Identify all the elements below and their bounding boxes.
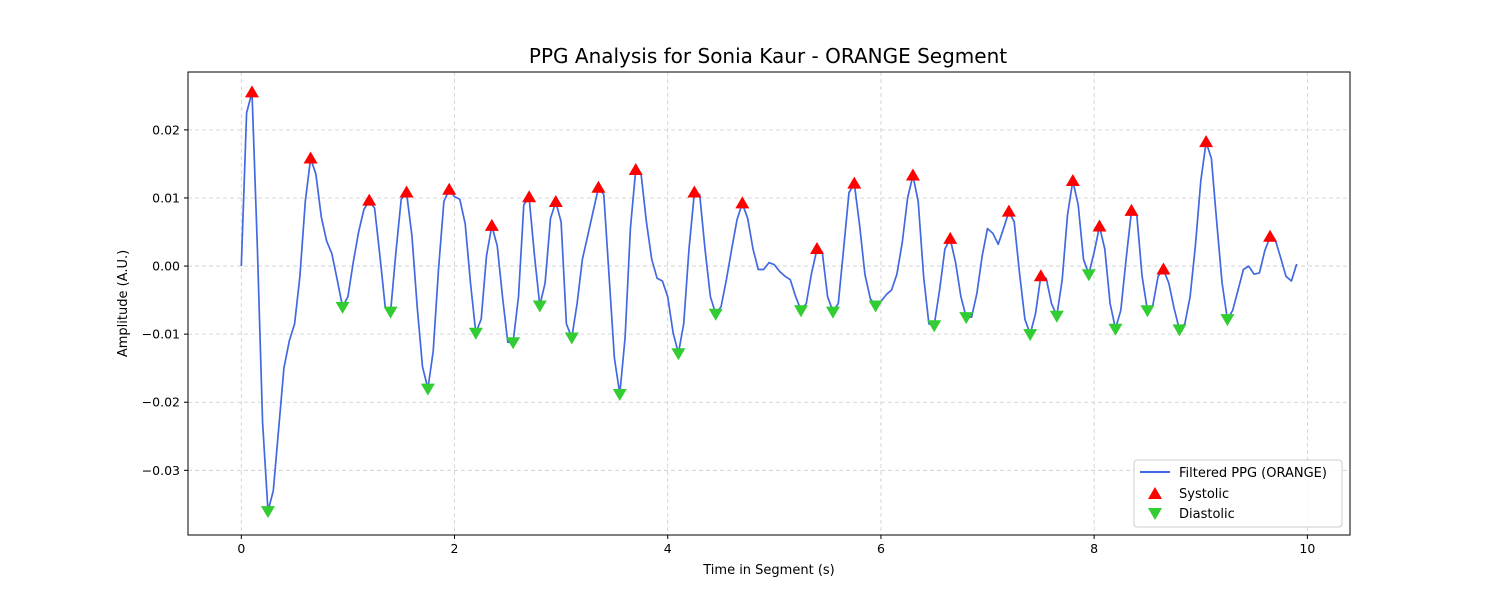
y-tick-label: 0.02	[152, 122, 180, 137]
systolic-marker-swatch	[1148, 487, 1162, 499]
systolic-marker	[628, 163, 643, 176]
systolic-marker	[1199, 135, 1214, 148]
x-tick-label: 10	[1299, 541, 1315, 556]
systolic-marker	[1156, 262, 1171, 275]
axes-ticks: 0 2 4 6 8 10 −0.03 −0.02 −0.01 0.00 0.01 0.02	[142, 122, 1316, 556]
diastolic-marker	[260, 506, 275, 519]
legend: Filtered PPG (ORANGE) Systolic Diastolic	[1133, 459, 1343, 528]
systolic-marker	[522, 190, 537, 203]
diastolic-marker	[612, 389, 627, 402]
systolic-marker	[687, 185, 702, 198]
systolic-marker	[1124, 203, 1139, 216]
y-axis-label: Amplitude (A.U.)	[116, 250, 131, 357]
diastolic-marker	[825, 306, 840, 319]
diastolic-marker	[383, 306, 398, 319]
diastolic-marker	[420, 383, 435, 396]
systolic-marker	[484, 218, 499, 231]
systolic-marker	[735, 196, 750, 209]
systolic-marker	[399, 185, 414, 198]
systolic-marker	[1092, 219, 1107, 232]
systolic-marker	[847, 176, 862, 189]
diastolic-marker	[708, 308, 723, 321]
x-tick-label: 0	[237, 541, 245, 556]
plot-frame	[187, 71, 1351, 536]
legend-box	[1133, 459, 1343, 528]
systolic-marker	[809, 242, 824, 255]
systolic-marker	[905, 168, 920, 181]
y-tick-label: −0.01	[142, 327, 180, 342]
x-tick-label: 2	[451, 541, 459, 556]
systolic-marker	[244, 85, 259, 98]
systolic-marker	[1263, 229, 1278, 242]
diastolic-marker-swatch	[1148, 508, 1162, 520]
diastolic-marker	[468, 327, 483, 340]
y-tick-label: 0.01	[152, 190, 180, 205]
systolic-marker	[1033, 269, 1048, 282]
legend-label-systolic: Systolic	[1179, 487, 1229, 502]
diastolic-marker	[564, 332, 579, 345]
x-axis-label: Time in Segment (s)	[702, 563, 834, 578]
diastolic-marker	[532, 300, 547, 313]
x-tick-label: 4	[664, 541, 672, 556]
chart-title: PPG Analysis for Sonia Kaur - ORANGE Seg…	[529, 44, 1007, 68]
diastolic-marker	[1172, 324, 1187, 337]
series-area	[240, 85, 1298, 519]
diastolic-marker	[1023, 329, 1038, 342]
y-tick-label: 0.00	[152, 259, 180, 274]
diastolic-marker	[1081, 269, 1096, 282]
diastolic-marker	[1108, 323, 1123, 336]
diastolic-marker	[671, 348, 686, 361]
diastolic-marker	[1140, 305, 1155, 318]
diastolic-marker	[335, 301, 350, 314]
legend-label-diastolic: Diastolic	[1179, 507, 1235, 522]
systolic-marker	[548, 195, 563, 208]
systolic-marker	[943, 231, 958, 244]
diastolic-marker	[1049, 310, 1064, 323]
diastolic-marker	[1220, 314, 1235, 327]
systolic-marker	[1001, 204, 1016, 217]
diastolic-marker	[868, 300, 883, 313]
ppg-line	[240, 91, 1298, 513]
systolic-marker	[1065, 173, 1080, 186]
legend-label-ppg: Filtered PPG (ORANGE)	[1179, 466, 1327, 481]
diastolic-marker	[506, 337, 521, 350]
y-tick-label: −0.02	[142, 395, 180, 410]
systolic-marker	[591, 180, 606, 193]
x-tick-label: 8	[1090, 541, 1098, 556]
diastolic-marker	[793, 305, 808, 318]
y-tick-label: −0.03	[142, 463, 180, 478]
systolic-marker	[362, 193, 377, 206]
x-tick-label: 6	[877, 541, 885, 556]
diastolic-marker	[927, 320, 942, 333]
systolic-marker	[303, 151, 318, 164]
systolic-marker	[442, 182, 457, 195]
diastolic-marker	[959, 312, 974, 325]
